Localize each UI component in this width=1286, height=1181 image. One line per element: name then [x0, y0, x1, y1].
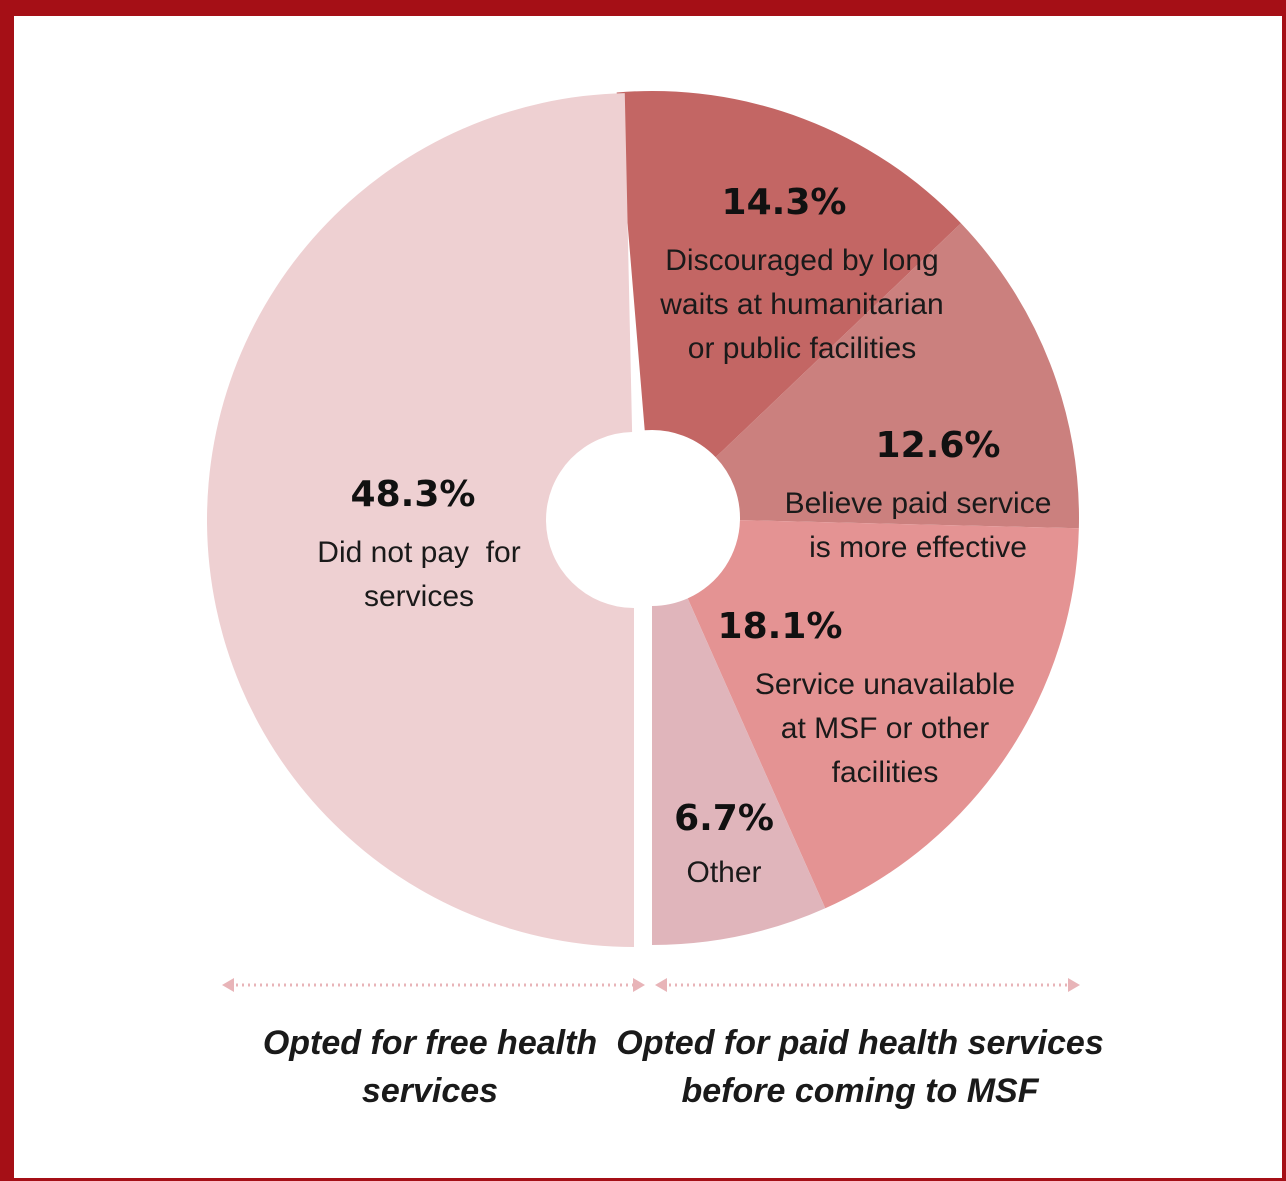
slice-18.1%: [687, 520, 1079, 909]
slice-48.3%: [207, 93, 634, 947]
slice-description-line: or public facilities: [688, 332, 916, 365]
slice-description-line: facilities: [832, 756, 939, 789]
paid-group-arrow: [655, 978, 1080, 992]
slice-percent-label: 48.3%: [351, 474, 476, 515]
slice-14.3%: [616, 91, 961, 458]
free-group-caption: Opted for free health: [263, 1024, 597, 1062]
slice-12.6%: [715, 223, 1079, 529]
slice-description-line: Did not pay for: [317, 536, 520, 569]
slice-percent-label: 12.6%: [876, 425, 1001, 466]
slice-percent-label: 18.1%: [718, 606, 843, 647]
slice-description-line: Believe paid service: [785, 487, 1052, 520]
free-group-arrow: [222, 978, 645, 992]
slice-description-line: is more effective: [809, 531, 1027, 564]
slice-description-line: at MSF or other: [781, 712, 989, 745]
paid-group-caption: before coming to MSF: [682, 1072, 1040, 1110]
slice-6.7%: [652, 598, 826, 945]
slice-description-line: Other: [686, 856, 761, 889]
slice-description-line: Discouraged by long: [665, 244, 939, 277]
slice-percent-label: 14.3%: [722, 182, 847, 223]
slice-description-line: services: [364, 580, 474, 613]
slice-description-line: waits at humanitarian: [659, 288, 943, 321]
slice-percent-label: 6.7%: [674, 798, 774, 839]
free-group-caption: services: [362, 1072, 498, 1110]
paid-group-caption: Opted for paid health services: [616, 1024, 1103, 1062]
slice-description-line: Service unavailable: [755, 668, 1015, 701]
